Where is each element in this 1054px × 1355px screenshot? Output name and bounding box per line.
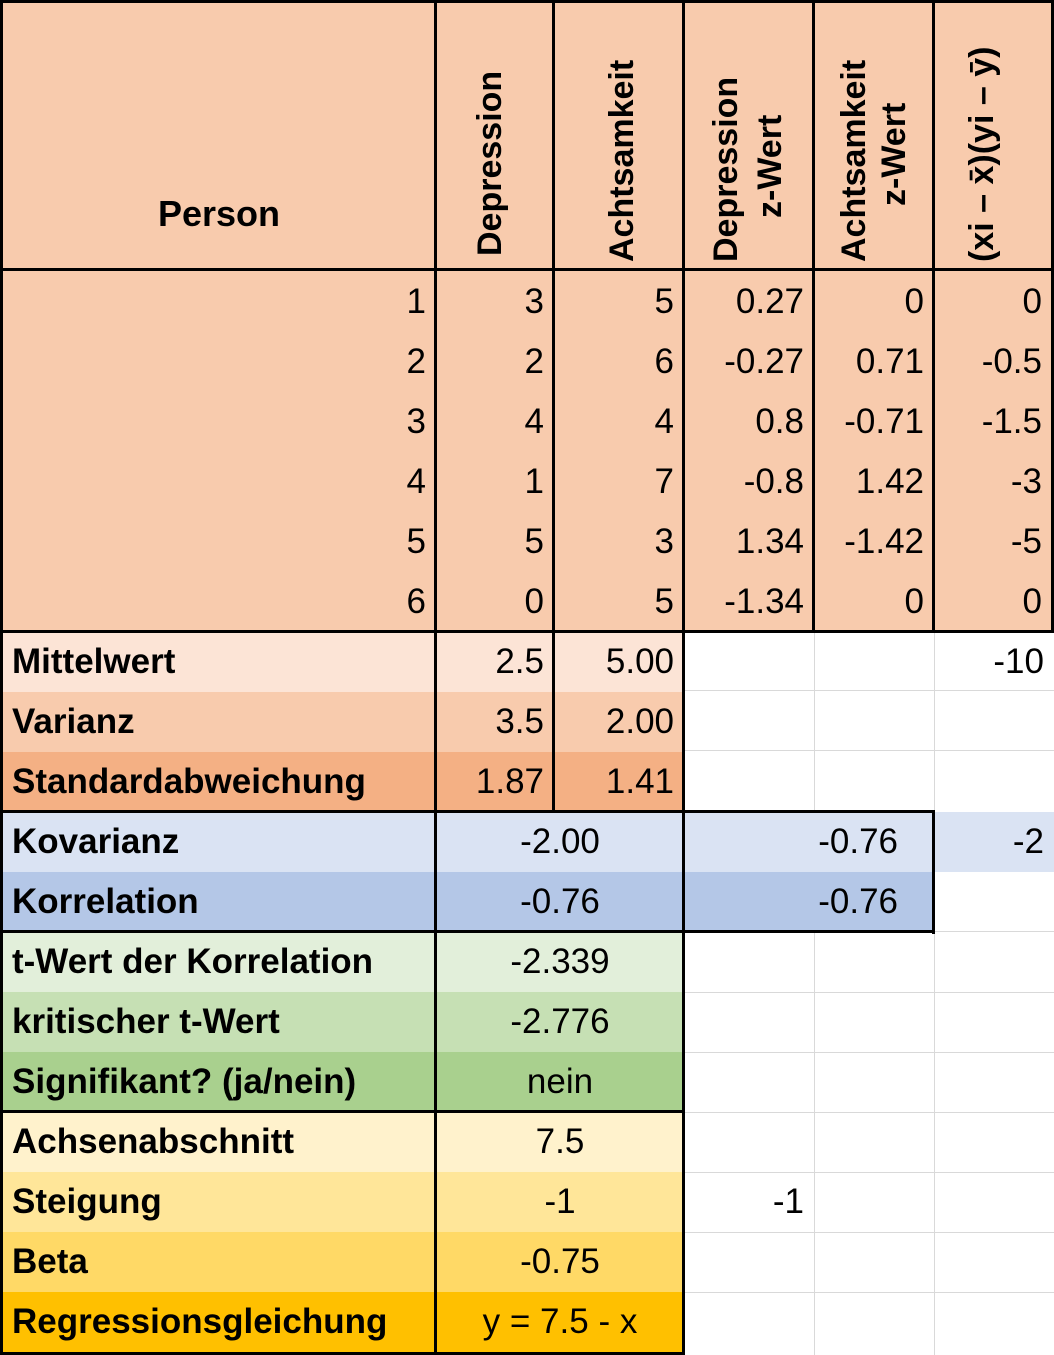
header-depression-z-line2: z-Wert <box>751 114 789 218</box>
t-wert-value: -2.339 <box>436 932 684 992</box>
cell-person: 5 <box>406 522 426 561</box>
cell-achtsamkeit-z: 0.71 <box>855 342 924 381</box>
varianz-achtsamkeit: 2.00 <box>554 692 684 752</box>
header-depression-z-line1: Depression <box>707 76 745 262</box>
border <box>0 1110 684 1113</box>
cell-depression-z: -1.34 <box>724 582 804 621</box>
mittelwert-depression: 2.5 <box>436 632 554 692</box>
cell-person: 3 <box>406 402 426 441</box>
label-kovarianz: Kovarianz <box>0 812 436 872</box>
border <box>434 0 437 1355</box>
label-kritischer-t-wert: kritischer t-Wert <box>0 992 436 1052</box>
label-t-wert: t-Wert der Korrelation <box>0 932 436 992</box>
cell-person: 2 <box>406 342 426 381</box>
korrelation-z-value: -0.76 <box>684 872 934 932</box>
cell-achtsamkeit: 5 <box>654 582 674 621</box>
sd-depression: 1.87 <box>436 752 554 812</box>
label-beta: Beta <box>0 1232 436 1292</box>
cell-achtsamkeit-z: -0.71 <box>844 402 924 441</box>
cell-depression: 1 <box>524 462 544 501</box>
cell-product: -5 <box>1010 522 1042 561</box>
cell-achtsamkeit: 6 <box>654 342 674 381</box>
border <box>0 1352 684 1355</box>
cell-product: -3 <box>1010 462 1042 501</box>
cell-product: 0 <box>1022 282 1042 321</box>
kovarianz-value: -2.00 <box>436 812 684 872</box>
steigung-extra: -1 <box>772 1182 804 1221</box>
label-mittelwert: Mittelwert <box>0 632 436 692</box>
border <box>812 0 815 632</box>
cell-product: -0.5 <box>981 342 1042 381</box>
border <box>682 0 685 1355</box>
cell-person: 1 <box>406 282 426 321</box>
cell-achtsamkeit-z: 0 <box>904 582 924 621</box>
border <box>932 0 935 632</box>
border <box>0 810 934 813</box>
border <box>1051 0 1054 632</box>
cell-depression-z: -0.27 <box>724 342 804 381</box>
regressionsgleichung-value: y = 7.5 - x <box>436 1292 684 1352</box>
label-varianz: Varianz <box>0 692 436 752</box>
cell-depression: 3 <box>524 282 544 321</box>
header-achtsamkeit-z-line1: Achtsamkeit <box>835 59 873 262</box>
border <box>0 930 934 933</box>
cell-achtsamkeit: 5 <box>654 282 674 321</box>
cell-product: 0 <box>1022 582 1042 621</box>
header-depression: Depression <box>471 70 509 256</box>
cell-depression-z: 1.34 <box>735 522 804 561</box>
cell-achtsamkeit-z: 0 <box>904 282 924 321</box>
border <box>0 268 1054 271</box>
label-standardabweichung: Standardabweichung <box>0 752 436 812</box>
label-steigung: Steigung <box>0 1172 436 1232</box>
border <box>0 0 3 1355</box>
achsenabschnitt-value: 7.5 <box>436 1112 684 1172</box>
signifikant-value: nein <box>436 1052 684 1112</box>
header-person: Person <box>157 193 281 234</box>
border <box>932 810 935 934</box>
cell-depression-z: 0.8 <box>755 402 804 441</box>
kovarianz-extra: -2 <box>934 812 1054 872</box>
cell-achtsamkeit-z: 1.42 <box>855 462 924 501</box>
label-korrelation: Korrelation <box>0 872 436 932</box>
cell-depression-z: -0.8 <box>743 462 804 501</box>
header-achtsamkeit-z-line2: z-Wert <box>875 102 913 206</box>
label-regressionsgleichung: Regressionsgleichung <box>0 1292 436 1352</box>
border <box>0 0 1054 3</box>
mittelwert-product-sum: -10 <box>993 642 1044 681</box>
korrelation-value: -0.76 <box>436 872 684 932</box>
cell-depression: 4 <box>524 402 544 441</box>
header-product: (xi – x̄)(yi – ȳ) <box>963 46 1001 262</box>
steigung-value: -1 <box>436 1172 684 1232</box>
cell-person: 4 <box>406 462 426 501</box>
cell-product: -1.5 <box>981 402 1042 441</box>
kovarianz-z-value: -0.76 <box>684 812 934 872</box>
cell-achtsamkeit: 4 <box>654 402 674 441</box>
border <box>0 630 1054 633</box>
cell-achtsamkeit: 3 <box>654 522 674 561</box>
varianz-depression: 3.5 <box>436 692 554 752</box>
cell-depression-z: 0.27 <box>735 282 804 321</box>
cell-depression: 0 <box>524 582 544 621</box>
sd-achtsamkeit: 1.41 <box>554 752 684 812</box>
cell-achtsamkeit: 7 <box>654 462 674 501</box>
kritischer-t-wert-value: -2.776 <box>436 992 684 1052</box>
mittelwert-achtsamkeit: 5.00 <box>554 632 684 692</box>
beta-value: -0.75 <box>436 1232 684 1292</box>
cell-achtsamkeit-z: -1.42 <box>844 522 924 561</box>
border <box>552 0 555 812</box>
cell-depression: 5 <box>524 522 544 561</box>
label-signifikant: Signifikant? (ja/nein) <box>0 1052 436 1112</box>
header-row <box>0 0 1054 632</box>
cell-depression: 2 <box>524 342 544 381</box>
header-achtsamkeit: Achtsamkeit <box>603 59 641 262</box>
cell-person: 6 <box>406 582 426 621</box>
label-achsenabschnitt: Achsenabschnitt <box>0 1112 436 1172</box>
